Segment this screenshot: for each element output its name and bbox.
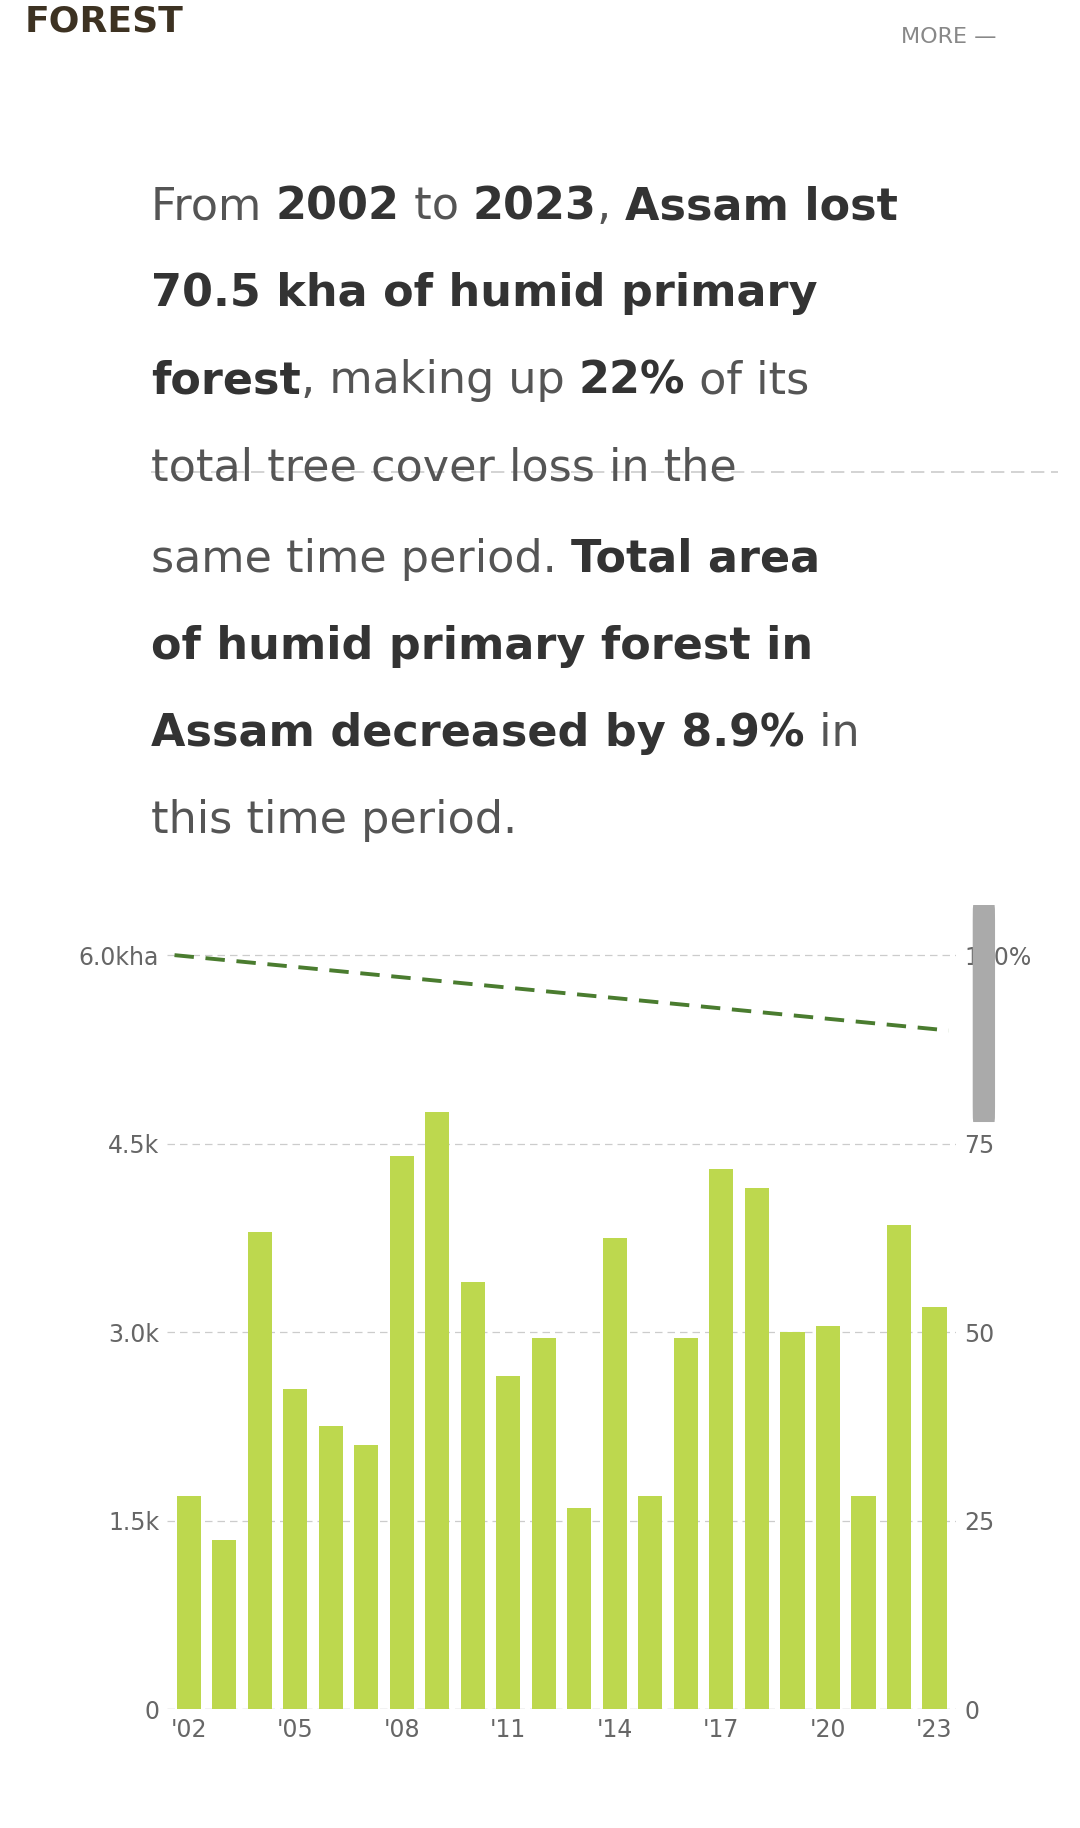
Bar [887, 1225, 912, 1709]
Text: Assam decreased by 8.9%: Assam decreased by 8.9% [151, 711, 805, 755]
Bar [461, 1281, 485, 1709]
Bar [531, 1338, 556, 1709]
Bar [390, 1157, 414, 1709]
Text: From: From [505, 1766, 575, 1795]
Text: 2002: 2002 [275, 185, 400, 228]
Bar [567, 1508, 592, 1709]
Text: same time period.: same time period. [151, 537, 571, 581]
Bar [851, 1495, 876, 1709]
Text: in: in [805, 711, 860, 755]
Bar [177, 1495, 201, 1709]
FancyBboxPatch shape [973, 905, 995, 1122]
Bar [815, 1325, 840, 1709]
Text: to: to [400, 185, 473, 228]
Text: total tree cover loss in the: total tree cover loss in the [151, 446, 737, 490]
Bar [922, 1307, 946, 1709]
Text: ,: , [596, 185, 625, 228]
Text: Total area: Total area [571, 537, 820, 581]
Text: 70.5 kha of humid primary: 70.5 kha of humid primary [151, 272, 818, 314]
Text: 22%: 22% [579, 358, 686, 402]
Bar [710, 1168, 733, 1709]
Bar [496, 1376, 521, 1709]
Bar [745, 1188, 769, 1709]
Text: Assam lost: Assam lost [625, 185, 897, 228]
Text: From: From [151, 185, 275, 228]
Bar [674, 1338, 698, 1709]
Text: 2023: 2023 [473, 185, 596, 228]
Text: forest: forest [151, 358, 301, 402]
Text: of humid primary forest in: of humid primary forest in [151, 625, 813, 667]
Text: of its: of its [686, 358, 810, 402]
Bar [426, 1111, 449, 1709]
Bar [212, 1539, 237, 1709]
Bar [781, 1333, 805, 1709]
Bar [247, 1232, 272, 1709]
Text: WATCH: WATCH [25, 71, 170, 106]
Bar [638, 1495, 662, 1709]
Text: FOREST: FOREST [25, 4, 184, 38]
Bar [319, 1426, 342, 1709]
Bar [354, 1446, 378, 1709]
Bar [603, 1238, 627, 1709]
Bar [283, 1389, 308, 1709]
Text: this time period.: this time period. [151, 799, 517, 843]
Text: , making up: , making up [301, 358, 579, 402]
Text: MORE —: MORE — [902, 27, 997, 46]
